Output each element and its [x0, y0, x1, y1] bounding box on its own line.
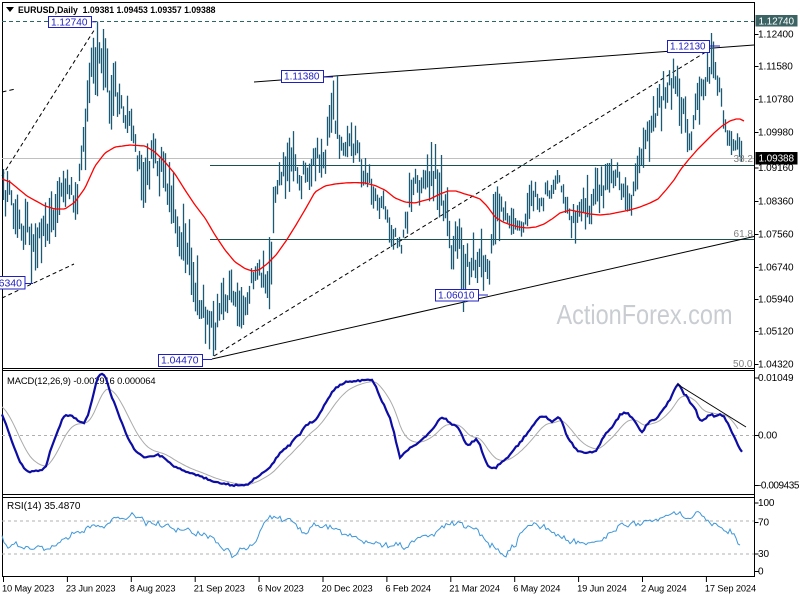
svg-text:-0.009435: -0.009435: [758, 481, 800, 492]
svg-text:MACD(12,26,9) -0.002916 0.0000: MACD(12,26,9) -0.002916 0.000064: [7, 375, 155, 386]
svg-text:0: 0: [758, 567, 764, 578]
svg-text:1.08360: 1.08360: [758, 197, 794, 208]
svg-text:19 Jun 2024: 19 Jun 2024: [577, 584, 627, 594]
svg-text:6 Nov 2023: 6 Nov 2023: [258, 584, 304, 594]
svg-text:EURUSD,Daily 1.09381 1.09453: EURUSD,Daily 1.09381 1.09453 1.09357 1.0…: [18, 5, 216, 16]
svg-text:1.09980: 1.09980: [758, 128, 794, 139]
svg-text:1.09160: 1.09160: [758, 163, 794, 174]
svg-text:1.12130: 1.12130: [670, 42, 706, 53]
svg-text:100: 100: [758, 498, 775, 509]
svg-text:1.06740: 1.06740: [758, 263, 794, 274]
svg-text:1.09388: 1.09388: [759, 154, 795, 165]
svg-text:1.12740: 1.12740: [51, 18, 88, 29]
svg-text:70: 70: [758, 518, 769, 529]
svg-text:1.11380: 1.11380: [284, 72, 320, 83]
svg-text:0.01049: 0.01049: [758, 373, 794, 384]
svg-text:0.00: 0.00: [758, 431, 778, 442]
svg-text:20 Dec 2023: 20 Dec 2023: [322, 584, 373, 594]
svg-text:30: 30: [758, 549, 769, 560]
svg-text:ActionForex.com: ActionForex.com: [557, 299, 733, 330]
svg-text:8 Aug 2023: 8 Aug 2023: [130, 584, 176, 594]
svg-text:1.10780: 1.10780: [758, 95, 794, 106]
svg-text:1.11580: 1.11580: [758, 62, 793, 73]
svg-text:1.12400: 1.12400: [758, 30, 794, 41]
svg-text:2 Aug 2024: 2 Aug 2024: [641, 584, 687, 594]
svg-text:61.8: 61.8: [734, 229, 754, 240]
svg-text:1.04470: 1.04470: [161, 356, 199, 367]
svg-text:6 May 2024: 6 May 2024: [513, 584, 560, 594]
svg-text:17 Sep 2024: 17 Sep 2024: [705, 584, 756, 594]
svg-text:38.2: 38.2: [734, 154, 754, 165]
svg-text:1.05120: 1.05120: [758, 327, 794, 338]
svg-text:50.0: 50.0: [733, 359, 753, 370]
svg-text:23 Jun 2023: 23 Jun 2023: [66, 584, 116, 594]
svg-text:1.06010: 1.06010: [438, 290, 475, 301]
svg-text:1.07560: 1.07560: [758, 230, 794, 241]
svg-text:6 Feb 2024: 6 Feb 2024: [385, 584, 431, 594]
svg-text:RSI(14) 35.4870: RSI(14) 35.4870: [7, 501, 81, 512]
svg-text:10 May 2023: 10 May 2023: [2, 584, 54, 594]
svg-text:21 Mar 2024: 21 Mar 2024: [449, 584, 500, 594]
svg-text:1.04320: 1.04320: [758, 360, 794, 371]
svg-text:21 Sep 2023: 21 Sep 2023: [194, 584, 245, 594]
svg-text:1.12740: 1.12740: [759, 17, 795, 28]
svg-text:1.05940: 1.05940: [758, 295, 794, 306]
